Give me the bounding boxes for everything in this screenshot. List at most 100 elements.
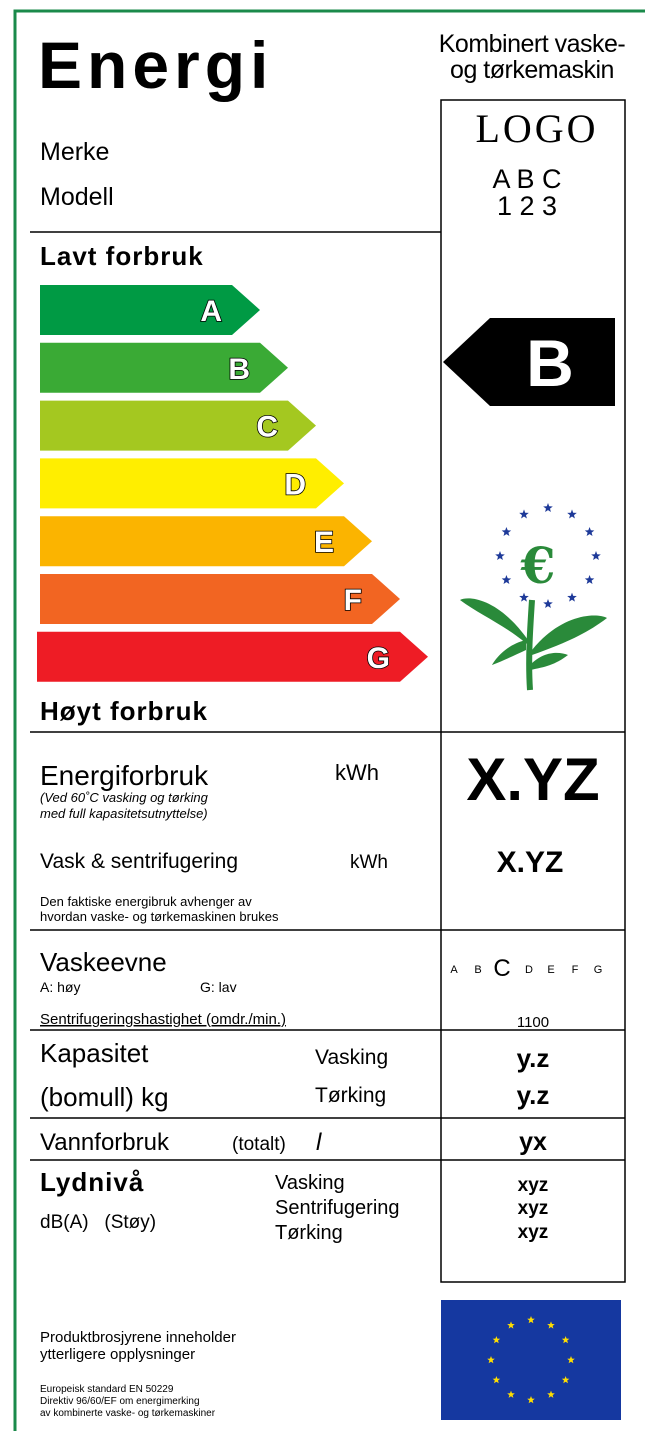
high-consumption: Høyt forbruk xyxy=(40,696,208,726)
title: Energi xyxy=(38,28,273,102)
star xyxy=(543,599,553,608)
rating: B xyxy=(526,326,574,400)
noise-row-label: Tørking xyxy=(275,1222,343,1244)
class-letter: B xyxy=(228,353,250,386)
disclaimer: hvordan vaske- og tørkemaskinen brukes xyxy=(40,909,279,924)
washing-high: A: høy xyxy=(40,979,80,995)
star xyxy=(584,527,595,536)
noise-row-label: Vasking xyxy=(275,1172,345,1194)
class-bar xyxy=(40,516,372,567)
class-letter: D xyxy=(284,468,306,501)
info: ytterligere opplysninger xyxy=(40,1346,195,1363)
class-bar xyxy=(40,285,260,335)
energy-note: (Ved 60˚C vasking og tørking xyxy=(40,790,209,805)
star xyxy=(492,1336,501,1344)
star xyxy=(487,1356,495,1364)
class-letter: G xyxy=(367,642,390,675)
info: Produktbrosjyrene inneholder xyxy=(40,1329,236,1346)
energy-value: X.YZ xyxy=(466,746,599,813)
class-letter: C xyxy=(256,411,278,444)
noise-row-label: Sentrifugering xyxy=(275,1197,400,1219)
noise-sublabel: dB(A) (Støy) xyxy=(40,1212,156,1233)
star xyxy=(591,551,601,560)
star xyxy=(507,1390,515,1398)
energy-label: Energiforbruk xyxy=(40,760,209,791)
water-label: Vannforbruk xyxy=(40,1129,170,1156)
star xyxy=(567,1356,575,1364)
washing-low: G: lav xyxy=(200,979,237,995)
logo: LOGO xyxy=(475,106,598,151)
capacity-wash-label: Vasking xyxy=(315,1046,388,1069)
star xyxy=(561,1376,570,1384)
noise-row-value: xyz xyxy=(518,1175,549,1196)
capacity-dry-label: Tørking xyxy=(315,1084,386,1107)
energy-note: med full kapasitetsutnyttelse) xyxy=(40,806,208,821)
star xyxy=(567,592,577,602)
noise-label: Lydnivå xyxy=(40,1167,144,1197)
washing-class-selected: C xyxy=(493,955,510,982)
standard: Europeisk standard EN 50229 xyxy=(40,1384,174,1395)
star xyxy=(501,527,512,536)
star xyxy=(561,1336,570,1344)
low-consumption: Lavt forbruk xyxy=(40,241,204,271)
right-column xyxy=(440,99,626,1283)
star xyxy=(584,575,595,584)
capacity-label: Kapasitet xyxy=(40,1038,149,1068)
spin-value: 1100 xyxy=(517,1014,549,1031)
star xyxy=(519,509,529,519)
standard: av kombinerte vaske- og tørkemaskiner xyxy=(40,1408,216,1419)
water-value: yx xyxy=(519,1128,547,1156)
noise-row-value: xyz xyxy=(518,1198,549,1219)
star xyxy=(547,1390,555,1398)
star xyxy=(543,503,553,512)
star xyxy=(527,1316,535,1324)
star xyxy=(527,1396,535,1404)
star xyxy=(501,575,512,584)
class-bar xyxy=(40,400,316,451)
capacity-dry-value: y.z xyxy=(517,1080,550,1110)
washing-class: F xyxy=(572,964,579,976)
class-letter: E xyxy=(314,526,334,559)
capacity-sublabel: (bomull) kg xyxy=(40,1082,169,1112)
brand-value: A B C xyxy=(492,164,561,194)
class-letter: F xyxy=(344,584,362,617)
washing-class: D xyxy=(525,964,533,976)
appliance-type: og tørkemaskin xyxy=(450,56,614,84)
star xyxy=(492,1376,501,1384)
disclaimer: Den faktiske energibruk avhenger av xyxy=(40,894,252,909)
rating-arrow xyxy=(443,318,615,406)
appliance-type: Kombinert vaske- xyxy=(439,30,626,58)
washing-class: G xyxy=(594,964,603,976)
spin-label: Sentrifugeringshastighet (omdr./min.) xyxy=(40,1011,286,1028)
washing-class: B xyxy=(474,964,481,976)
noise-row-value: xyz xyxy=(518,1222,549,1243)
eco-flower: € xyxy=(460,503,607,691)
washing-class: E xyxy=(547,964,554,976)
star xyxy=(507,1321,515,1329)
wash-energy-value: X.YZ xyxy=(497,846,564,879)
wash-energy-unit: kWh xyxy=(350,852,388,873)
standard: Direktiv 96/60/EF om energimerking xyxy=(40,1396,200,1407)
brand-label: Merke xyxy=(40,138,109,166)
model-value: 1 2 3 xyxy=(497,191,557,221)
star xyxy=(567,509,577,519)
class-bar xyxy=(40,574,400,624)
star xyxy=(495,551,505,560)
svg-text:€: € xyxy=(520,536,556,595)
energy-unit: kWh xyxy=(335,760,379,785)
water-unit: l xyxy=(316,1129,322,1156)
washing-class: A xyxy=(450,964,458,976)
star xyxy=(547,1321,555,1329)
capacity-wash-value: y.z xyxy=(517,1043,550,1073)
class-bar xyxy=(37,631,428,682)
washing-label: Vaskeevne xyxy=(40,947,167,977)
water-sublabel: (totalt) xyxy=(232,1134,286,1155)
wash-energy-label: Vask & sentrifugering xyxy=(40,850,238,873)
class-letter: A xyxy=(200,295,222,328)
class-bar xyxy=(40,458,344,509)
class-bar xyxy=(40,342,288,393)
star xyxy=(519,592,529,602)
